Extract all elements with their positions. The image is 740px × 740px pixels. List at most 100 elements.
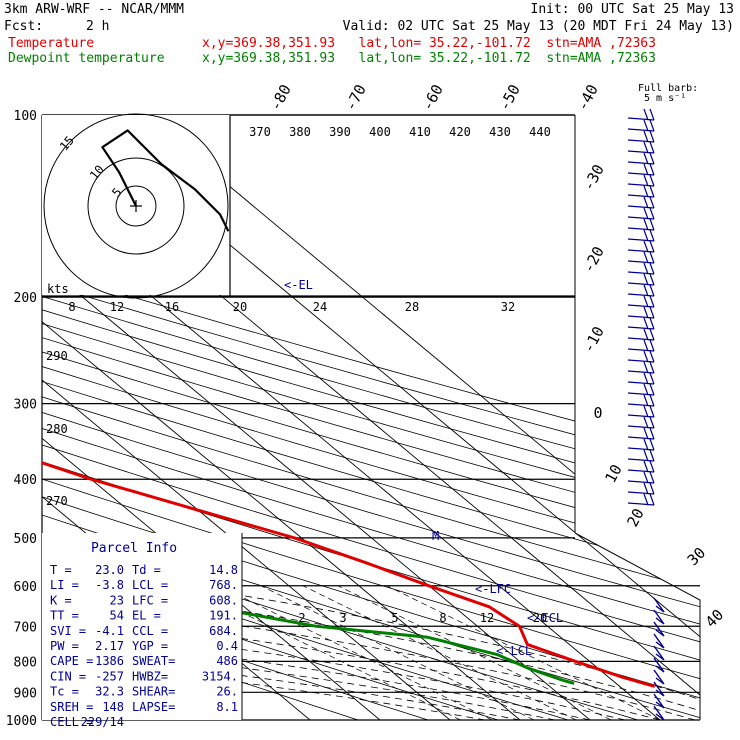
dry-adiabat-line	[42, 115, 700, 720]
hodograph-speed-tick: 12	[110, 300, 124, 314]
isotherm-label: -70	[341, 81, 370, 113]
isotherm-line	[127, 115, 700, 720]
wind-barb	[653, 669, 665, 685]
pressure-label: 500	[14, 532, 37, 547]
wind-barb	[627, 152, 655, 165]
parcel-title: Parcel Info	[91, 541, 177, 556]
wind-barb	[627, 130, 655, 143]
parcel-value: 0.4	[216, 639, 238, 653]
theta-label: 370	[249, 125, 271, 139]
wind-barb	[627, 350, 655, 363]
wind-barb	[627, 229, 655, 242]
valid-time: Valid: 02 UTC Sat 25 May 13 (20 MDT Fri …	[342, 19, 734, 34]
hodograph-speed-tick: 16	[165, 300, 179, 314]
pressure-label: 100	[14, 109, 37, 124]
wind-barb	[627, 372, 655, 385]
parcel-value: 1386	[95, 654, 124, 668]
pressure-label: 300	[14, 398, 37, 413]
wind-barb	[653, 621, 665, 637]
mixing-ratio-label: 20	[533, 611, 547, 625]
parcel-key: EL =	[132, 609, 161, 623]
level-marker: <-EL	[284, 278, 313, 292]
isotherm-label: 0	[593, 404, 602, 422]
hodograph-speed-tick: 32	[501, 300, 515, 314]
wind-barb	[627, 251, 655, 264]
wind-barb	[627, 427, 655, 440]
parcel-value: 14.8	[209, 563, 238, 577]
parcel-key: YGP =	[132, 639, 168, 653]
dry-adiabat-line	[42, 115, 700, 720]
level-marker: <-LCL	[496, 644, 532, 658]
wind-barb	[653, 633, 665, 649]
dry-adiabat-line	[42, 115, 700, 720]
parcel-key: LCL =	[132, 578, 168, 592]
wind-barb	[653, 693, 665, 709]
wind-barb	[627, 438, 655, 451]
parcel-key: Td =	[132, 563, 161, 577]
dry-adiabat-line	[42, 115, 700, 720]
dry-adiabat-line	[42, 115, 700, 720]
parcel-key: CIN =	[50, 669, 86, 683]
isotherm-label: 30	[684, 544, 710, 570]
isotherm-label: -10	[579, 323, 608, 355]
parcel-key: CAPE =	[50, 654, 93, 668]
isotherm-label: 20	[623, 505, 647, 529]
parcel-key: SVI =	[50, 624, 86, 638]
dewpoint-legend-label: Dewpoint temperature	[8, 51, 165, 66]
dry-adiabat-line	[42, 115, 470, 720]
isotherm-label: 10	[601, 461, 625, 485]
wind-barb	[627, 460, 655, 473]
parcel-value: 2.17	[95, 639, 124, 653]
wind-barb	[653, 609, 665, 625]
hodograph-ring	[43, 113, 229, 299]
wind-barb	[627, 141, 655, 154]
init-time: Init: 00 UTC Sat 25 May 13	[530, 2, 735, 17]
wind-barb	[653, 645, 665, 661]
parcel-value: 23	[110, 593, 124, 607]
pressure-label: 200	[14, 291, 37, 306]
temperature-location: x,y=369.38,351.93 lat,lon= 35.22,-101.72…	[202, 36, 656, 51]
parcel-value: 3154.	[202, 669, 238, 683]
parcel-key: SWEAT=	[132, 654, 175, 668]
isotherm-label: -60	[418, 81, 447, 113]
mixing-ratio-label: 12	[480, 611, 494, 625]
hodograph-trace	[101, 129, 230, 232]
wind-barb	[653, 597, 665, 613]
wind-barb	[653, 705, 665, 721]
wind-barb	[627, 394, 655, 407]
isotherm-line	[42, 115, 606, 720]
pressure-label: 800	[14, 655, 37, 670]
theta-label: 410	[409, 125, 431, 139]
parcel-value: 768.	[209, 578, 238, 592]
wind-barb	[627, 108, 655, 121]
mixing-ratio-label: 2	[298, 611, 305, 625]
wind-barb	[627, 163, 655, 176]
dry-adiabat-line	[42, 115, 700, 720]
parcel-value: 26.	[216, 685, 238, 699]
parcel-key: Tc =	[50, 685, 79, 699]
parcel-background	[42, 533, 242, 720]
parcel-key: PW =	[50, 639, 79, 653]
hodograph-ring	[87, 157, 185, 255]
parcel-key: CELL =	[50, 715, 93, 729]
hodograph-speed-tick: 24	[313, 300, 327, 314]
full-barb-label: Full barb:	[638, 83, 699, 94]
dry-adiabat-line	[42, 115, 700, 720]
dry-adiabat-line	[42, 115, 700, 720]
pressure-label: 600	[14, 580, 37, 595]
parcel-key: LI =	[50, 578, 79, 592]
wind-barb	[627, 339, 655, 352]
dry-adiabat-line	[42, 115, 700, 720]
dry-adiabat-line	[42, 115, 399, 720]
wind-barb	[627, 449, 655, 462]
parcel-value: 54	[110, 609, 124, 623]
theta-label: 390	[329, 125, 351, 139]
temperature-trace	[42, 115, 656, 688]
parcel-value: 8.1	[216, 700, 238, 714]
parcel-key: T =	[50, 563, 72, 577]
wind-barb	[627, 482, 655, 495]
wind-barb	[627, 174, 655, 187]
dry-adiabat-line	[42, 115, 700, 720]
isotherm-label: -30	[579, 161, 608, 193]
